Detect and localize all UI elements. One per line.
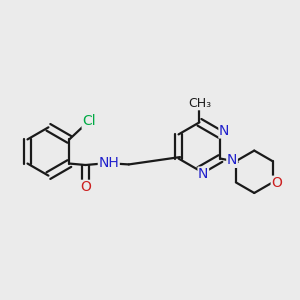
Text: Cl: Cl: [82, 114, 96, 128]
Text: O: O: [80, 180, 91, 194]
Text: N: N: [198, 167, 208, 181]
Text: O: O: [271, 176, 282, 190]
Text: NH: NH: [98, 156, 119, 170]
Text: N: N: [219, 124, 230, 138]
Text: CH₃: CH₃: [188, 97, 211, 110]
Text: N: N: [227, 153, 237, 167]
